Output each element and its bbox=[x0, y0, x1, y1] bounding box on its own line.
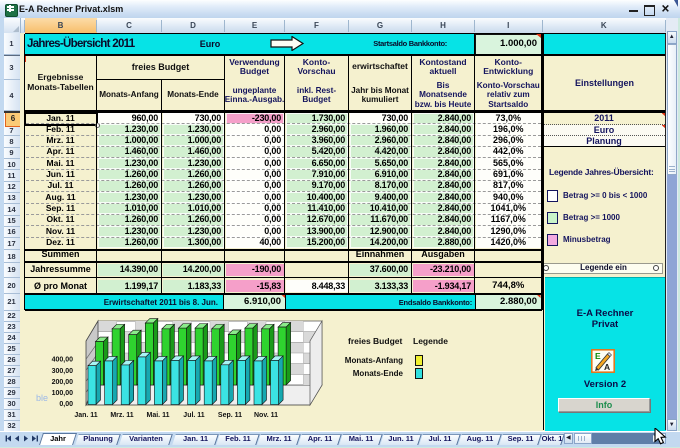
svg-text:A: A bbox=[604, 362, 610, 372]
svg-text:ble: ble bbox=[36, 393, 48, 403]
svg-text:300,00: 300,00 bbox=[52, 368, 74, 375]
svg-text:100,00: 100,00 bbox=[52, 390, 74, 397]
svg-text:Sep. 11: Sep. 11 bbox=[218, 412, 242, 419]
svg-text:200,00: 200,00 bbox=[52, 379, 74, 386]
svg-text:Jan. 11: Jan. 11 bbox=[74, 412, 97, 419]
svg-text:0,00: 0,00 bbox=[59, 401, 73, 408]
svg-text:400,00: 400,00 bbox=[52, 357, 74, 364]
svg-text:Nov. 11: Nov. 11 bbox=[254, 412, 278, 419]
svg-text:Mrz. 11: Mrz. 11 bbox=[110, 412, 133, 419]
svg-text:E: E bbox=[595, 351, 601, 361]
svg-text:Mai. 11: Mai. 11 bbox=[147, 412, 170, 419]
svg-text:Jul. 11: Jul. 11 bbox=[183, 412, 205, 419]
